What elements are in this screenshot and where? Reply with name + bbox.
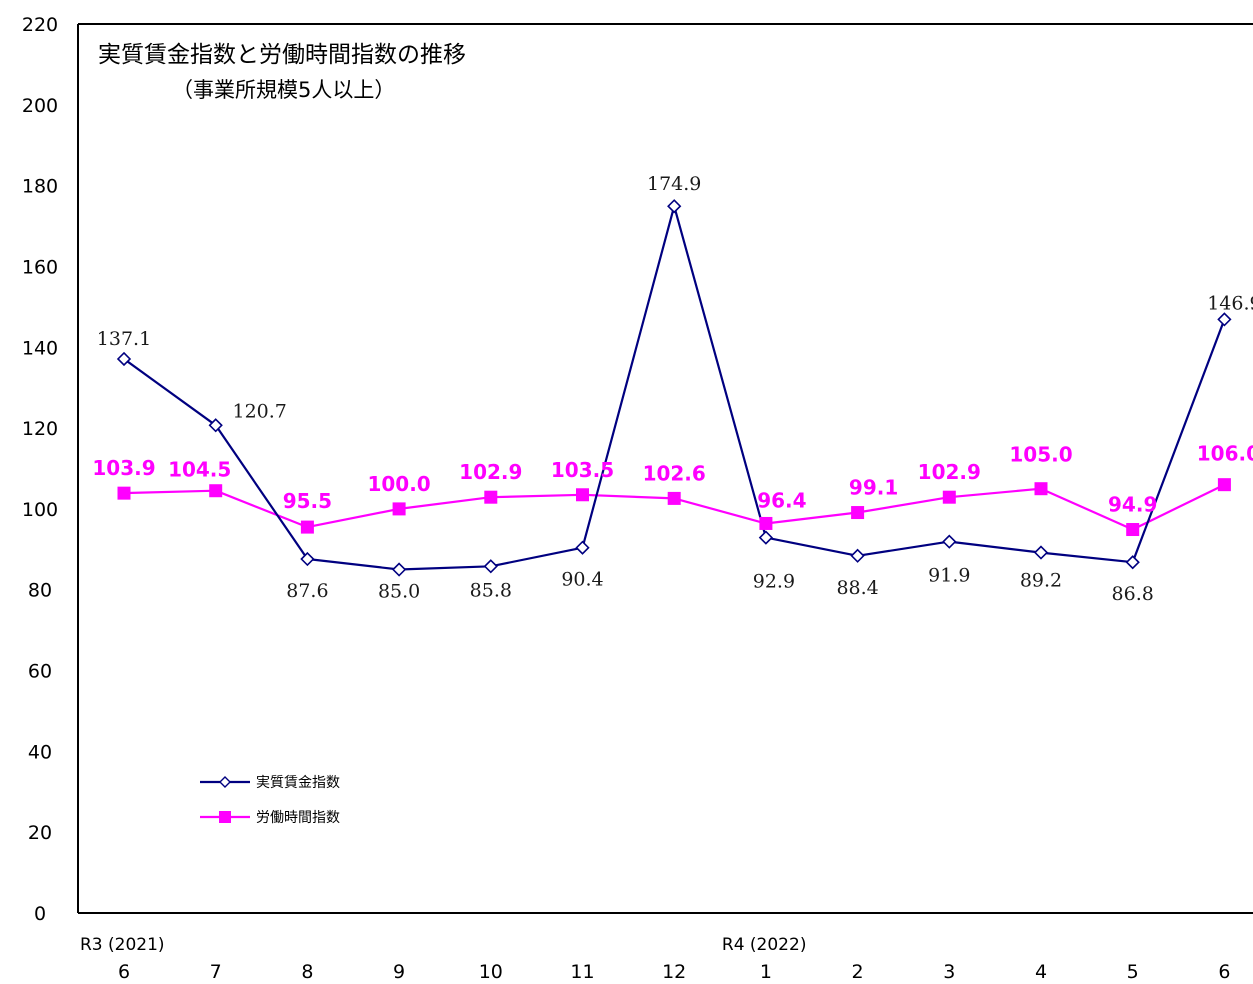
data-labels: 137.1 120.7 87.6 85.0 85.8 90.4 174.9 92.9 88.4 9… xyxy=(92,173,1253,605)
x-era-label: R3 (2021) xyxy=(80,935,165,955)
wage-point xyxy=(1217,312,1232,327)
y-tick-label: 0 xyxy=(34,903,46,925)
wage-point xyxy=(1125,555,1140,570)
y-tick-label: 140 xyxy=(22,337,58,359)
hours-point xyxy=(117,486,131,500)
y-tick-label: 40 xyxy=(28,741,52,763)
chart-subtitle: （事業所規模5人以上） xyxy=(172,78,395,102)
y-tick-label: 180 xyxy=(22,176,58,198)
wage-data-label: 89.2 xyxy=(1020,570,1062,592)
x-tick-label: 6 xyxy=(118,961,130,983)
wage-data-label: 85.8 xyxy=(470,579,512,601)
y-tick-label: 220 xyxy=(22,14,58,36)
hours-data-label: 102.9 xyxy=(459,460,522,484)
x-tick-label: 5 xyxy=(1127,961,1139,983)
x-tick-label: 7 xyxy=(210,961,222,983)
hours-data-label: 106.0 xyxy=(1197,442,1253,466)
wage-point xyxy=(667,199,682,214)
hours-point xyxy=(392,502,406,516)
y-tick-label: 20 xyxy=(28,822,52,844)
x-tick-label: 9 xyxy=(393,961,405,983)
hours-point xyxy=(667,491,681,505)
y-axis: 0 20 40 60 80 100 120 140 160 180 200 220 xyxy=(22,14,58,925)
wage-data-label: 174.9 xyxy=(647,173,701,195)
x-tick-label: 8 xyxy=(301,961,313,983)
hours-point xyxy=(1034,482,1048,496)
x-tick-label: 1 xyxy=(760,961,772,983)
hours-point xyxy=(209,484,223,498)
y-tick-label: 100 xyxy=(22,499,58,521)
legend-hours-label: 労働時間指数 xyxy=(256,810,340,826)
wage-data-label: 137.1 xyxy=(97,328,151,350)
wage-point xyxy=(483,559,498,574)
series-layer xyxy=(116,199,1232,577)
y-tick-label: 120 xyxy=(22,418,58,440)
wage-data-label: 91.9 xyxy=(928,565,970,587)
hours-data-label: 94.9 xyxy=(1108,493,1157,517)
hours-data-label: 104.5 xyxy=(168,458,231,482)
chart-title: 実質賃金指数と労働時間指数の推移 xyxy=(98,42,466,68)
hours-data-label: 102.6 xyxy=(643,461,706,485)
wage-data-label: 85.0 xyxy=(378,581,420,603)
legend-wage-marker xyxy=(219,776,231,788)
hours-data-label: 95.5 xyxy=(283,489,332,513)
hours-point xyxy=(851,506,865,520)
hours-data-label: 96.4 xyxy=(757,488,806,512)
wage-data-label: 92.9 xyxy=(753,571,795,593)
x-tick-label: 3 xyxy=(943,961,955,983)
x-tick-label: 11 xyxy=(570,961,594,983)
hours-data-label: 100.0 xyxy=(367,472,430,496)
wage-data-label: 88.4 xyxy=(836,577,878,599)
wage-data-label: 90.4 xyxy=(561,569,603,591)
wage-point xyxy=(1033,545,1049,560)
legend-hours-marker xyxy=(219,811,231,823)
x-tick-label: 10 xyxy=(479,961,503,983)
plot-area xyxy=(77,23,1253,914)
x-tick-label: 12 xyxy=(662,961,686,983)
wage-point xyxy=(208,418,223,433)
x-tick-label: 4 xyxy=(1035,961,1047,983)
wage-point xyxy=(575,540,590,555)
wage-series-line xyxy=(123,205,1226,571)
wage-data-label: 146.9 xyxy=(1207,292,1253,314)
wage-point xyxy=(116,351,132,367)
hours-point xyxy=(942,490,956,504)
hours-data-label: 105.0 xyxy=(1009,443,1072,467)
hours-point xyxy=(1217,478,1231,492)
hours-data-label: 102.9 xyxy=(918,460,981,484)
hours-point xyxy=(300,520,314,534)
hours-point xyxy=(576,488,589,502)
hours-point xyxy=(759,516,773,530)
x-tick-label: 6 xyxy=(1218,961,1230,983)
wage-data-label: 120.7 xyxy=(232,400,286,422)
wage-point xyxy=(758,530,774,545)
wage-point xyxy=(850,548,865,563)
x-tick-label: 2 xyxy=(852,961,864,983)
hours-data-label: 99.1 xyxy=(849,476,898,500)
y-tick-label: 80 xyxy=(28,580,52,602)
x-era-label: R4 (2022) xyxy=(722,935,807,955)
hours-data-label: 103.5 xyxy=(551,458,614,482)
wage-data-label: 87.6 xyxy=(286,580,328,602)
wage-point xyxy=(942,534,957,549)
wage-point xyxy=(300,551,315,567)
hours-data-label: 103.9 xyxy=(92,456,155,480)
y-tick-label: 160 xyxy=(22,256,58,278)
wage-data-label: 86.8 xyxy=(1112,583,1154,605)
legend-wage-label: 実質賃金指数 xyxy=(256,775,340,791)
y-tick-label: 60 xyxy=(28,661,52,683)
hours-point xyxy=(1126,523,1140,537)
x-axis: 6 7 8 9 10 11 12 1 2 3 4 5 6R3 (2021) R4 (2022) xyxy=(80,935,1230,983)
wage-point xyxy=(391,562,407,577)
hours-point xyxy=(484,490,498,504)
y-tick-label: 200 xyxy=(22,95,58,117)
